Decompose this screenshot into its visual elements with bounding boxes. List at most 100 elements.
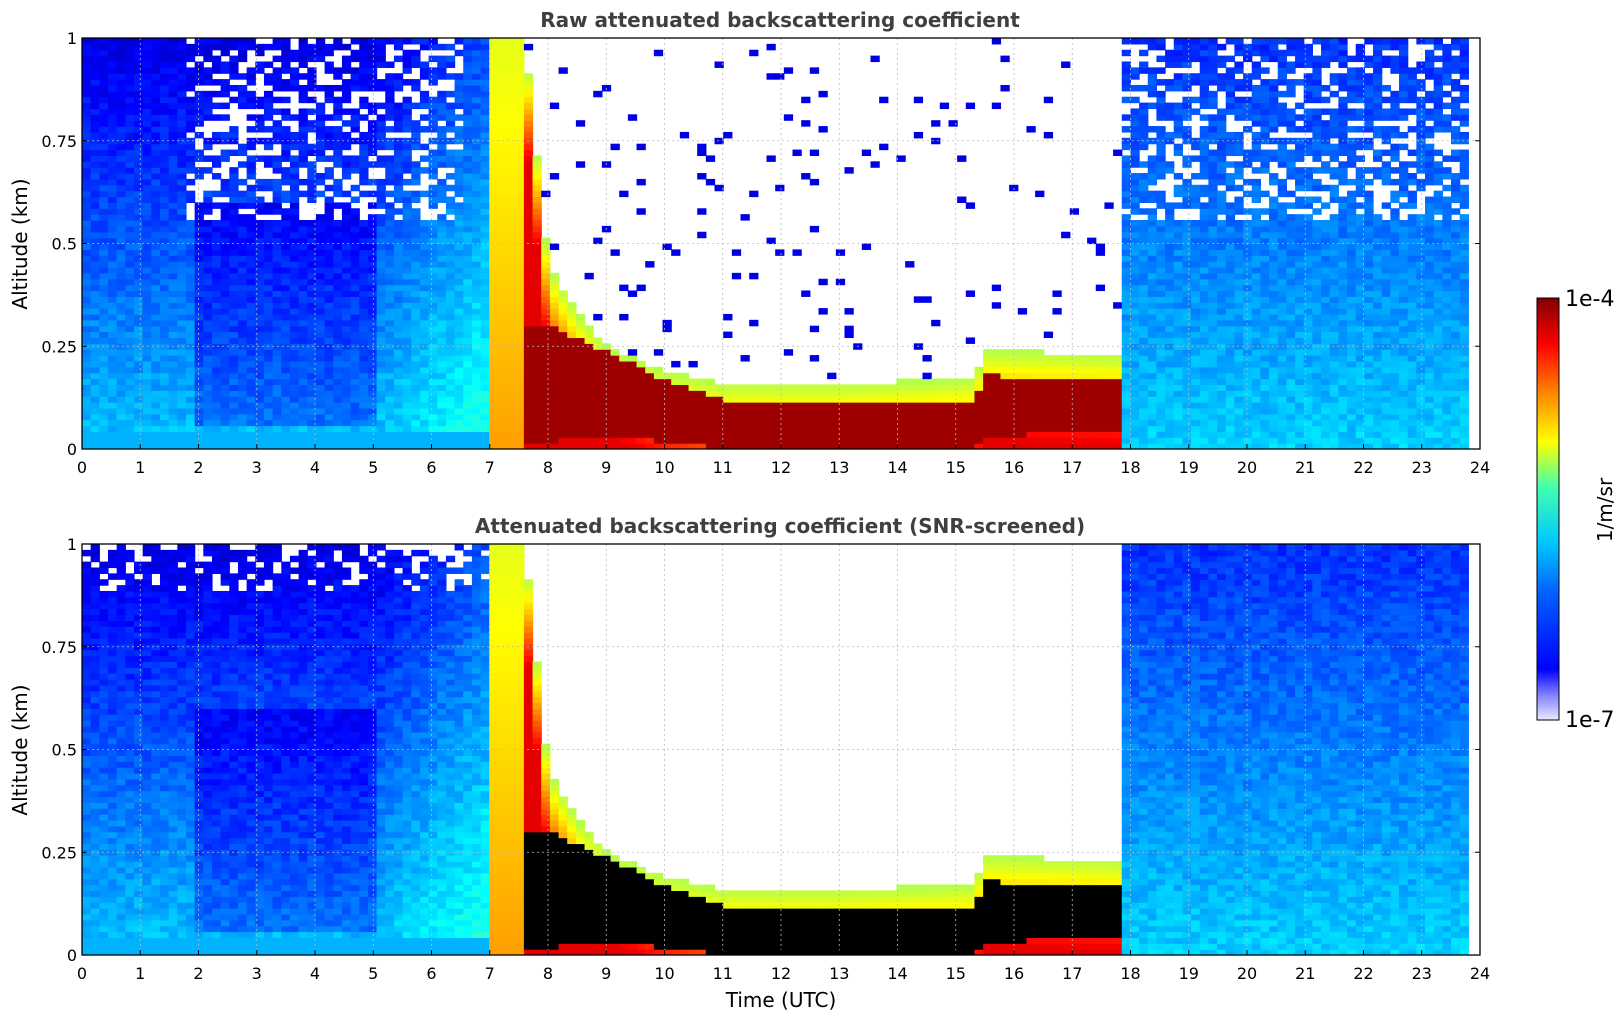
heatmap-cell (116, 61, 126, 68)
heatmap-cell (116, 231, 126, 239)
heatmap-cell (619, 372, 629, 380)
heatmap-cell (515, 137, 525, 145)
heatmap-cell (116, 173, 126, 180)
heatmap-cell (463, 155, 473, 162)
heatmap-cell (82, 220, 92, 227)
heatmap-cell (298, 431, 308, 438)
heatmap-cell (809, 355, 820, 362)
heatmap-cell (376, 407, 386, 415)
heatmap-cell (471, 231, 482, 239)
heatmap-cell (359, 84, 369, 92)
heatmap-cell (532, 214, 542, 221)
heatmap-cell (445, 319, 456, 327)
heatmap-cell (541, 355, 551, 362)
heatmap-cell (679, 437, 690, 444)
heatmap-cell (82, 49, 92, 57)
heatmap-cell (385, 360, 395, 368)
heatmap-cell (480, 249, 490, 256)
heatmap-cell (177, 402, 187, 409)
heatmap-cell (454, 202, 464, 209)
heatmap-cell (185, 437, 196, 444)
heatmap-cell (1121, 378, 1132, 386)
heatmap-cell (263, 396, 274, 403)
heatmap-cell (272, 261, 282, 268)
heatmap-cell (125, 261, 135, 268)
heatmap-cell (662, 431, 672, 438)
heatmap-cell (1182, 319, 1192, 327)
heatmap-cell (281, 419, 291, 427)
heatmap-cell (991, 384, 1002, 391)
heatmap-cell (359, 313, 369, 321)
heatmap-cell (333, 266, 343, 274)
heatmap-cell (480, 108, 490, 115)
heatmap-cell (532, 325, 542, 333)
heatmap-cell (627, 407, 638, 415)
heatmap-cell (151, 202, 161, 209)
heatmap-cell (133, 360, 144, 368)
heatmap-cell (463, 225, 473, 233)
heatmap-cell (159, 202, 170, 209)
heatmap-cell (497, 407, 508, 415)
heatmap-cell (879, 143, 889, 151)
heatmap-cell (1087, 413, 1097, 421)
heatmap-cell (90, 372, 100, 380)
heatmap-cell (90, 38, 100, 45)
heatmap-cell (1165, 372, 1175, 380)
heatmap-cell (177, 360, 187, 368)
heatmap-cell (99, 90, 109, 98)
heatmap-cell (1165, 114, 1175, 121)
heatmap-cell (142, 366, 152, 374)
heatmap-cell (333, 355, 343, 362)
heatmap-cell (1182, 84, 1192, 92)
heatmap-cell (619, 413, 629, 421)
heatmap-cell (237, 349, 248, 356)
heatmap-cell (497, 220, 508, 227)
heatmap-cell (376, 384, 386, 391)
heatmap-cell (367, 149, 378, 157)
heatmap-cell (1173, 413, 1184, 421)
heatmap-cell (185, 278, 196, 286)
heatmap-cell (220, 419, 230, 427)
heatmap-cell (1061, 419, 1071, 427)
heatmap-cell (220, 407, 230, 415)
heatmap-cell (90, 220, 100, 227)
heatmap-cell (1035, 355, 1045, 362)
heatmap-cell (324, 296, 334, 303)
heatmap-cell (350, 437, 360, 444)
heatmap-cell (246, 431, 256, 438)
heatmap-cell (454, 396, 464, 403)
heatmap-cell (818, 126, 828, 133)
heatmap-cell (341, 390, 352, 397)
heatmap-cell (333, 308, 343, 315)
heatmap-cell (116, 443, 126, 449)
heatmap-cell (445, 337, 456, 344)
heatmap-cell (1000, 413, 1010, 421)
heatmap-cell (523, 437, 534, 444)
heatmap-cell (350, 419, 360, 427)
heatmap-cell (133, 73, 144, 80)
heatmap-cell (246, 255, 256, 262)
heatmap-cell (411, 425, 421, 432)
heatmap-cell (402, 190, 412, 198)
heatmap-cell (1165, 349, 1175, 356)
heatmap-cell (1139, 349, 1149, 356)
heatmap-cell (480, 102, 490, 110)
heatmap-cell (411, 79, 421, 86)
heatmap-cell (1182, 196, 1192, 203)
heatmap-cell (307, 413, 317, 421)
heatmap-cell (185, 102, 196, 110)
heatmap-cell (359, 67, 369, 74)
heatmap-cell (437, 313, 447, 321)
heatmap-cell (515, 108, 525, 115)
heatmap-cell (749, 190, 759, 198)
heatmap-cell (1078, 355, 1088, 362)
heatmap-cell (367, 296, 378, 303)
heatmap-cell (757, 425, 768, 432)
heatmap-cell (1043, 396, 1054, 403)
heatmap-cell (489, 302, 499, 309)
heatmap-cell (437, 102, 447, 110)
heatmap-cell (1191, 231, 1201, 239)
heatmap-cell (515, 184, 525, 192)
heatmap-cell (281, 43, 291, 51)
heatmap-cell (116, 38, 126, 45)
